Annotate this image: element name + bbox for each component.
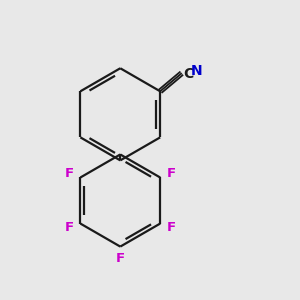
Text: F: F: [167, 167, 176, 180]
Text: F: F: [64, 167, 74, 180]
Text: F: F: [116, 252, 125, 265]
Text: F: F: [64, 220, 74, 234]
Text: N: N: [191, 64, 202, 78]
Text: C: C: [183, 67, 194, 81]
Text: F: F: [167, 220, 176, 234]
